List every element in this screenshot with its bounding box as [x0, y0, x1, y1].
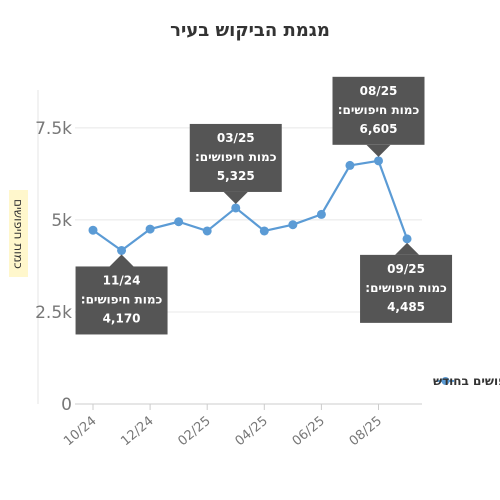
data-point[interactable] — [202, 226, 212, 236]
tooltip-line: כמות חיפושים: — [338, 103, 420, 117]
tooltip-line: כמות חיפושים: — [365, 281, 447, 295]
data-point[interactable] — [145, 224, 155, 234]
y-axis-label-box: כמות חיפושים — [9, 190, 28, 277]
x-tick-label: 06/25 — [290, 414, 328, 450]
data-point[interactable] — [288, 220, 298, 230]
tooltip-arrow — [223, 191, 248, 204]
tooltip-arrow — [109, 254, 134, 267]
series-line — [92, 159, 409, 252]
tooltip-line: 4,485 — [387, 300, 425, 314]
tooltip-line: 4,170 — [103, 311, 141, 325]
tooltip-line: 08/25 — [360, 84, 398, 98]
tooltip-arrow — [395, 242, 420, 255]
data-point[interactable] — [174, 217, 184, 227]
tooltip-line: כמות חיפושים: — [195, 150, 277, 164]
data-point[interactable] — [402, 234, 412, 244]
data-point[interactable] — [259, 226, 269, 236]
x-tick-label: 04/25 — [233, 414, 271, 450]
y-axis-label: כמות חיפושים — [11, 198, 26, 269]
data-point[interactable] — [345, 160, 355, 170]
y-tick-label: 2.5k — [35, 303, 72, 323]
legend-swatch-marker — [441, 377, 450, 385]
tooltip-box — [189, 123, 282, 192]
tooltip-box — [360, 254, 453, 323]
data-point[interactable] — [374, 156, 383, 166]
tooltip-line: 11/24 — [103, 273, 141, 287]
data-point[interactable] — [117, 245, 127, 255]
y-tick-label: 0 — [61, 395, 72, 415]
x-tick-label: 10/24 — [61, 414, 99, 450]
data-point[interactable] — [231, 203, 241, 213]
tooltip: 11/24 כמות חיפושים: 4,170 — [75, 254, 168, 335]
x-tick-label: 02/25 — [175, 414, 213, 450]
tooltip-arrow — [366, 144, 391, 157]
tooltip: 08/25 כמות חיפושים: 6,605 — [332, 76, 425, 157]
x-tick-label: 08/25 — [347, 414, 385, 450]
data-point[interactable] — [88, 225, 98, 235]
tooltip-line: 6,605 — [360, 122, 398, 136]
chart-title: מגמת הביקוש בעיר — [170, 20, 330, 41]
y-tick-label: 7.5k — [35, 119, 72, 139]
legend-label[interactable]: חיפושים בחודש — [433, 374, 500, 388]
tooltip-line: 09/25 — [387, 262, 425, 276]
data-point[interactable] — [316, 209, 326, 219]
y-tick-label: 5k — [51, 211, 72, 231]
tooltip-box — [332, 76, 425, 145]
tooltip-line: 03/25 — [217, 131, 255, 145]
tooltip-line: 5,325 — [217, 169, 255, 183]
tooltip-line: כמות חיפושים: — [81, 292, 163, 306]
x-tick-label: 12/24 — [118, 414, 156, 450]
tooltip: 03/25 כמות חיפושים: 5,325 — [189, 123, 282, 204]
tooltip: 09/25 כמות חיפושים: 4,485 — [360, 242, 453, 323]
tooltip-box — [75, 266, 168, 335]
